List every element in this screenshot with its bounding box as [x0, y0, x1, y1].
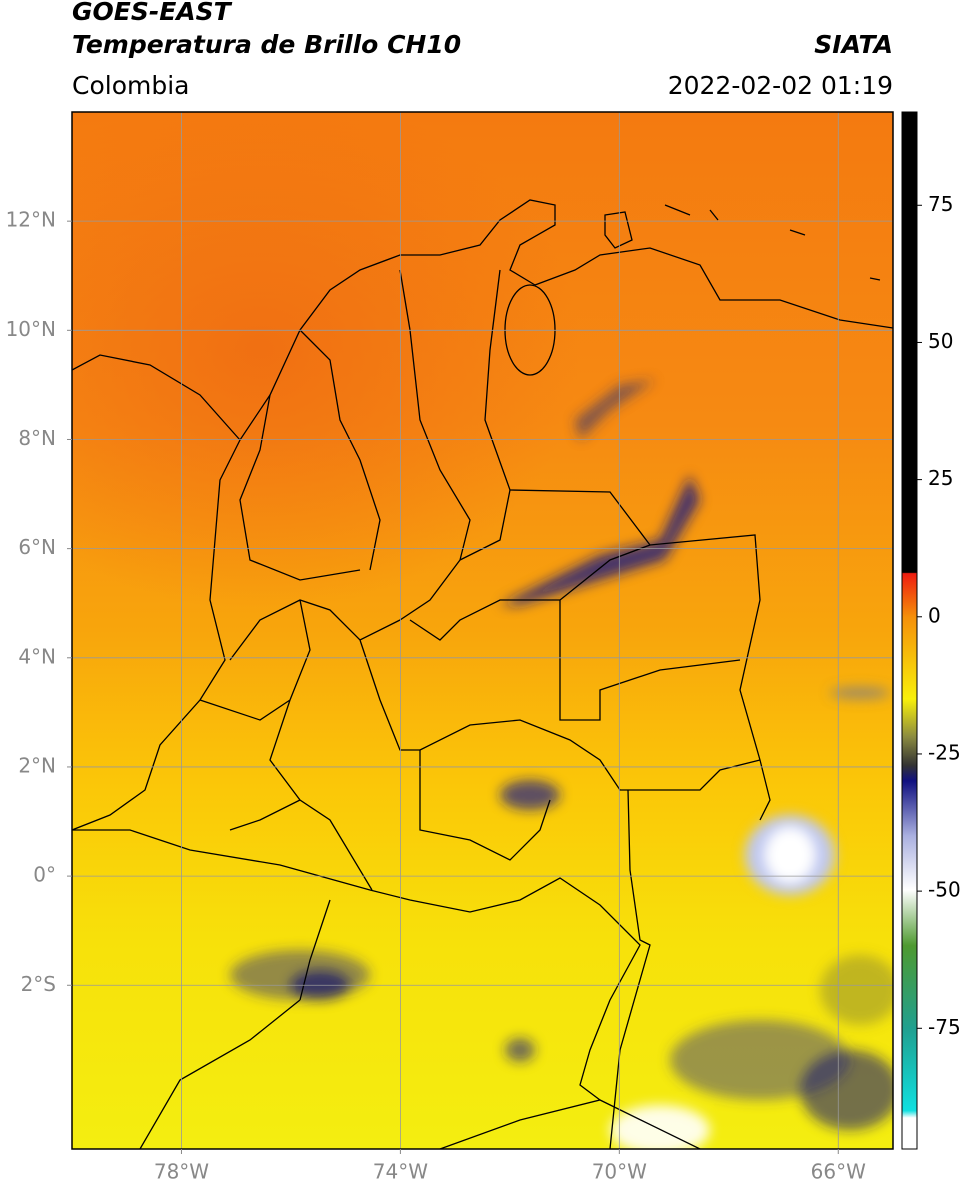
subtitle: Temperatura de Brillo CH10 [72, 30, 461, 59]
y-tick-label: 12°N [6, 208, 56, 232]
x-tick-label: 78°W [154, 1160, 209, 1184]
colorbar-tick-label: 25 [928, 466, 953, 490]
colorbar-tick-label: -75 [928, 1015, 961, 1039]
y-tick-label: 2°N [18, 753, 56, 777]
source: SIATA [814, 30, 893, 59]
datetime: 2022-02-02 01:19 [668, 71, 893, 100]
warm-area [72, 112, 580, 610]
colorbar-tick-label: 50 [928, 329, 953, 353]
colorbar-tick-label: -50 [928, 878, 961, 902]
region: Colombia [72, 71, 189, 100]
x-tick-label: 70°W [592, 1160, 647, 1184]
y-tick-label: 10°N [6, 317, 56, 341]
y-tick-label: 8°N [18, 426, 56, 450]
colorbar-tick-label: 75 [928, 192, 953, 216]
grid [72, 112, 893, 1149]
x-tick-label: 66°W [811, 1160, 866, 1184]
title: GOES-EAST [72, 0, 233, 26]
y-tick-label: 2°S [21, 972, 56, 996]
map-image [72, 112, 893, 1149]
y-tick-label: 6°N [18, 535, 56, 559]
colorbar-tick-label: 0 [928, 603, 941, 627]
colorbar-tick-label: -25 [928, 740, 961, 764]
colorbar [901, 111, 918, 1150]
x-tick-label: 74°W [373, 1160, 428, 1184]
y-tick-label: 4°N [18, 644, 56, 668]
map-frame [71, 111, 894, 1150]
y-tick-label: 0° [33, 863, 56, 887]
